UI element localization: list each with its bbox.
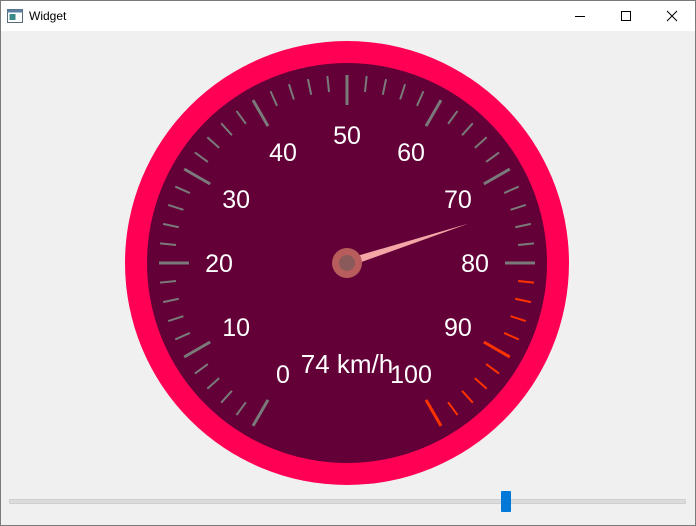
maximize-button[interactable] <box>603 1 649 31</box>
window-title: Widget <box>29 9 67 23</box>
maximize-icon <box>621 11 631 21</box>
gauge-minor-tick <box>174 332 191 341</box>
gauge-minor-tick <box>515 222 532 229</box>
gauge-minor-tick <box>381 78 388 95</box>
gauge-ticks <box>159 75 535 427</box>
gauge-major-tick <box>424 99 443 127</box>
gauge-minor-tick <box>326 75 331 93</box>
gauge-minor-tick <box>517 242 535 247</box>
gauge-label: 70 <box>444 186 472 214</box>
gauge-major-tick <box>483 167 511 186</box>
gauge-label: 80 <box>461 250 489 278</box>
gauge-minor-tick <box>306 78 313 95</box>
minimize-button[interactable] <box>557 1 603 31</box>
gauge-minor-tick <box>206 377 220 390</box>
gauge-minor-tick <box>159 242 177 247</box>
gauge-minor-tick <box>517 279 535 284</box>
gauge-minor-tick <box>235 401 247 416</box>
gauge-label: 30 <box>222 186 250 214</box>
gauge-needle <box>345 223 469 267</box>
gauge-minor-tick <box>485 151 500 163</box>
gauge-label: 90 <box>444 314 472 342</box>
gauge-label: 60 <box>397 139 425 167</box>
gauge-minor-tick <box>510 315 527 323</box>
gauge-minor-tick <box>363 75 368 93</box>
gauge-minor-tick <box>287 83 295 100</box>
gauge-minor-tick <box>461 390 474 404</box>
gauge-minor-tick <box>503 332 520 341</box>
title-bar[interactable]: Widget <box>1 1 695 31</box>
gauge-minor-tick <box>515 297 532 304</box>
gauge-minor-tick <box>220 390 233 404</box>
gauge-minor-tick <box>167 315 184 323</box>
speed-slider-handle[interactable] <box>501 491 512 512</box>
gauge-major-tick <box>183 340 211 359</box>
gauge-minor-tick <box>235 110 247 125</box>
close-button[interactable] <box>649 1 695 31</box>
gauge-minor-tick <box>162 222 179 229</box>
gauge-minor-tick <box>461 122 474 136</box>
gauge-label: 100 <box>390 361 432 389</box>
gauge-major-tick <box>251 399 270 427</box>
gauge-minor-tick <box>206 136 220 149</box>
gauge-label: 50 <box>333 122 361 150</box>
close-icon <box>666 10 678 22</box>
gauge-label: 40 <box>269 139 297 167</box>
app-window-icon <box>7 9 23 23</box>
minimize-icon <box>575 16 585 17</box>
gauge-minor-tick <box>447 110 459 125</box>
gauge-minor-tick <box>474 136 488 149</box>
gauge-label: 0 <box>276 361 290 389</box>
gauge-major-tick <box>424 399 443 427</box>
gauge-major-tick <box>251 99 270 127</box>
gauge-hub-center <box>339 255 355 271</box>
gauge-minor-tick <box>485 363 500 375</box>
gauge-major-tick <box>183 167 211 186</box>
gauge-minor-tick <box>194 151 209 163</box>
gauge-label: 20 <box>205 250 233 278</box>
gauge-minor-tick <box>167 203 184 211</box>
gauge-labels: 0 10 20 30 40 50 60 70 80 90 100 <box>205 122 489 389</box>
gauge-minor-tick <box>503 185 520 194</box>
speed-readout: 74 km/h <box>301 349 394 379</box>
gauge-minor-tick <box>447 401 459 416</box>
speedometer-gauge: 0 10 20 30 40 50 60 70 80 90 100 74 km/h <box>125 41 569 485</box>
gauge-minor-tick <box>194 363 209 375</box>
gauge-minor-tick <box>159 279 177 284</box>
gauge-minor-tick <box>162 297 179 304</box>
gauge-minor-tick <box>510 203 527 211</box>
gauge-minor-tick <box>399 83 407 100</box>
gauge-minor-tick <box>220 122 233 136</box>
gauge-minor-tick <box>474 377 488 390</box>
gauge-major-tick <box>483 340 511 359</box>
gauge-label: 10 <box>222 314 250 342</box>
gauge-minor-tick <box>174 185 191 194</box>
gauge-minor-tick <box>269 90 278 107</box>
gauge-minor-tick <box>416 90 425 107</box>
speed-slider-track[interactable] <box>9 499 686 504</box>
